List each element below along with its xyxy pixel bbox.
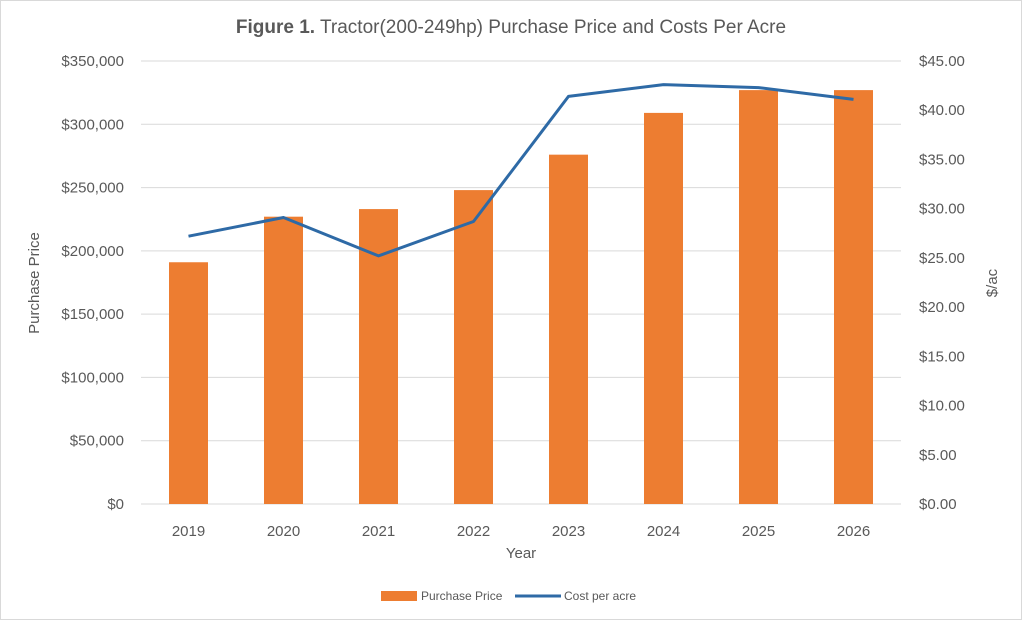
y2-tick-label: $35.00 xyxy=(919,151,965,168)
y2-tick-label: $10.00 xyxy=(919,398,965,415)
y2-tick-label: $30.00 xyxy=(919,201,965,218)
chart-title-bold: Figure 1. xyxy=(236,17,315,38)
y2-tick-label: $45.00 xyxy=(919,53,965,70)
y2-tick-label: $40.00 xyxy=(919,102,965,119)
x-tick-label: 2025 xyxy=(742,523,775,540)
y2-tick-label: $5.00 xyxy=(919,447,957,464)
bar-series xyxy=(169,90,873,505)
line-series xyxy=(188,83,854,258)
bar xyxy=(644,112,683,504)
x-tick-label: 2020 xyxy=(267,523,300,540)
cost-per-acre-line xyxy=(188,83,854,258)
y2-tick-label: $20.00 xyxy=(919,299,965,316)
bar xyxy=(454,190,493,505)
bar xyxy=(264,216,303,504)
x-tick-label: 2023 xyxy=(552,523,585,540)
gridlines xyxy=(141,60,901,505)
y-tick-label: $50,000 xyxy=(70,433,124,450)
bar xyxy=(549,154,588,505)
y-tick-label: $150,000 xyxy=(61,306,124,323)
bar xyxy=(739,90,778,505)
x-axis-title: Year xyxy=(506,545,536,562)
x-tick-label: 2019 xyxy=(172,523,205,540)
y2-tick-label: $0.00 xyxy=(919,496,957,513)
y-axis-left: $0 $50,000 $100,000 $150,000 $200,000 $250,00… xyxy=(61,53,124,513)
legend: Purchase Price Cost per acre xyxy=(381,589,636,603)
y-axis-right: $0.00 $5.00 $10.00 $15.00 $20.00 $25.00 $30.00… xyxy=(919,53,965,513)
bar xyxy=(169,262,208,504)
chart-title-rest: Tractor(200-249hp) Purchase Price and Co… xyxy=(315,17,786,38)
y2-tick-label: $25.00 xyxy=(919,250,965,267)
x-tick-label: 2026 xyxy=(837,523,870,540)
x-tick-label: 2021 xyxy=(362,523,395,540)
x-tick-label: 2024 xyxy=(647,523,680,540)
chart-title: Figure 1. Tractor(200-249hp) Purchase Pr… xyxy=(236,17,786,38)
y-tick-label: $200,000 xyxy=(61,243,124,260)
legend-label-cost-per-acre: Cost per acre xyxy=(564,589,636,603)
bar xyxy=(834,90,873,505)
legend-label-purchase-price: Purchase Price xyxy=(421,589,503,603)
x-tick-label: 2022 xyxy=(457,523,490,540)
bar xyxy=(359,209,398,505)
y-axis-title: Purchase Price xyxy=(26,232,43,334)
y-tick-label: $300,000 xyxy=(61,116,124,133)
y-tick-label: $250,000 xyxy=(61,180,124,197)
x-axis: 2019 2020 2021 2022 2023 2024 2025 2026 xyxy=(172,523,870,540)
y-tick-label: $100,000 xyxy=(61,369,124,386)
y2-tick-label: $15.00 xyxy=(919,348,965,365)
legend-swatch-purchase-price xyxy=(381,591,417,601)
y2-axis-title: $/ac xyxy=(984,268,1001,297)
y-tick-label: $350,000 xyxy=(61,53,124,70)
y-tick-label: $0 xyxy=(107,496,124,513)
